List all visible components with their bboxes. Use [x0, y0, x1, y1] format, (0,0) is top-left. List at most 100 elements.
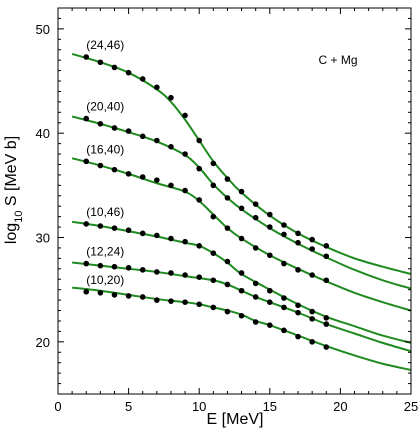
data-point: [139, 174, 146, 180]
data-point: [182, 187, 188, 194]
data-point: [210, 304, 217, 311]
data-point: [196, 243, 202, 249]
data-point: [323, 315, 330, 321]
data-point: [252, 319, 259, 325]
data-point: [267, 224, 273, 230]
data-point: [224, 281, 231, 288]
data-point: [224, 258, 231, 265]
data-point: [323, 344, 330, 350]
data-point: [224, 308, 231, 315]
data-point: [323, 277, 330, 284]
series: (16,40): [71, 142, 412, 312]
data-point: [154, 84, 160, 91]
data-point: [154, 297, 160, 303]
data-point: [267, 211, 273, 218]
y-axis-title: log10 S [MeV b]: [3, 136, 25, 244]
data-point: [97, 162, 104, 169]
data-point: [309, 236, 315, 243]
data-point: [281, 295, 287, 301]
data-point: [309, 246, 315, 252]
annotation-label: C + Mg: [318, 53, 357, 67]
data-point: [111, 292, 118, 298]
series: (12,24): [72, 245, 412, 353]
data-point: [125, 128, 132, 134]
data-point: [295, 333, 301, 340]
data-point: [267, 299, 273, 305]
data-point: [238, 270, 245, 276]
y-tick-label: 30: [36, 231, 50, 246]
series-line: [71, 157, 412, 312]
series-label: (10,20): [86, 273, 124, 287]
data-point: [196, 274, 202, 280]
data-point: [210, 182, 217, 189]
series: (10,46): [71, 205, 412, 344]
data-point: [281, 222, 287, 228]
data-point: [125, 293, 132, 299]
data-point: [154, 177, 160, 183]
data-point: [196, 137, 202, 144]
x-axis-title: E [MeV]: [207, 411, 264, 428]
series-label: (16,40): [86, 142, 124, 156]
data-point: [168, 94, 174, 101]
data-point: [309, 339, 315, 345]
data-point: [210, 160, 217, 167]
data-point: [83, 54, 90, 60]
data-point: [125, 227, 132, 234]
data-point: [182, 299, 188, 305]
data-point: [125, 69, 132, 76]
data-point: [139, 133, 146, 140]
data-point: [323, 243, 330, 249]
series-label: (12,24): [86, 245, 124, 259]
data-point: [267, 322, 273, 328]
data-point: [295, 302, 301, 309]
data-point: [83, 158, 90, 165]
data-point: [252, 280, 259, 287]
plot-area: (24,46) (20,40) (16,40) (10,46) (12,24) (10,2…: [71, 38, 412, 371]
data-point: [295, 239, 301, 246]
data-point: [295, 309, 301, 316]
data-point: [267, 287, 273, 294]
data-point: [224, 176, 231, 182]
data-point: [83, 288, 90, 295]
y-axis-title-rest: S [MeV b]: [3, 136, 20, 211]
data-point: [309, 308, 315, 315]
data-point: [83, 115, 90, 122]
x-tick-label: 5: [125, 399, 132, 414]
x-tick-label: 0: [54, 399, 61, 414]
axes: 0 5 10 15 20 25 20 30 40 50: [36, 7, 418, 414]
data-point: [139, 294, 146, 300]
data-point: [182, 238, 188, 245]
data-point: [210, 250, 217, 256]
y-tick-label: 50: [36, 22, 50, 37]
data-point: [238, 205, 245, 212]
data-point: [168, 143, 174, 150]
series: (10,20): [72, 273, 412, 371]
data-point: [196, 165, 202, 172]
y-axis-title-log: log: [3, 223, 20, 244]
data-point: [238, 235, 245, 242]
data-point: [125, 264, 132, 271]
x-tick-label: 20: [333, 399, 347, 414]
series-label: (10,46): [86, 205, 124, 219]
data-point: [238, 312, 245, 319]
data-point: [97, 121, 104, 127]
data-point: [111, 263, 118, 270]
data-point: [154, 269, 160, 275]
data-point: [281, 231, 287, 238]
data-point: [97, 290, 104, 296]
series-label: (24,46): [86, 38, 124, 52]
data-point: [281, 327, 287, 334]
data-point: [139, 230, 146, 237]
data-point: [252, 294, 259, 300]
data-point: [154, 137, 160, 144]
data-point: [196, 197, 202, 203]
y-axis-title-subscript: 10: [13, 211, 25, 223]
data-point: [97, 59, 104, 66]
data-point: [295, 267, 301, 273]
data-point: [238, 188, 245, 195]
data-point: [83, 260, 90, 267]
x-tick-label: 10: [192, 399, 206, 414]
data-point: [309, 272, 315, 278]
data-point: [238, 287, 245, 294]
data-point: [196, 301, 202, 308]
